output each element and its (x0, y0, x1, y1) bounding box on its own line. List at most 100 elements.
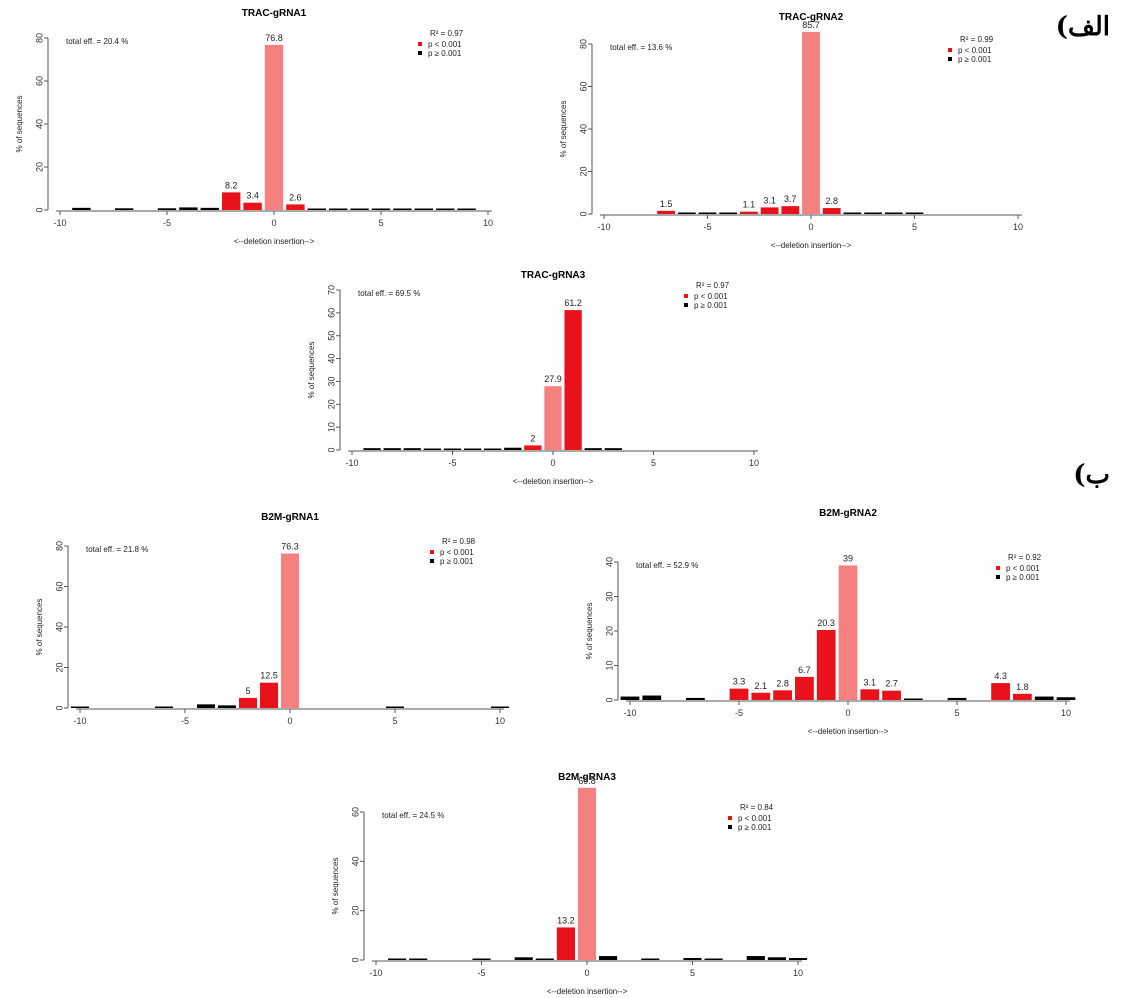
bar-16 (457, 208, 476, 210)
y-tick-label: 60 (350, 807, 360, 817)
y-tick-label: 40 (34, 119, 44, 129)
y-tick-label: 0 (604, 697, 614, 702)
y-tick-label: 50 (326, 331, 336, 341)
bar-4 (739, 211, 758, 214)
x-tick-label: 10 (793, 968, 803, 978)
y-tick-label: 80 (54, 541, 64, 551)
total-efficiency: total eff. = 24.5 % (382, 811, 444, 820)
bar-7 (264, 44, 284, 210)
bar-13 (788, 958, 808, 960)
y-tick-label: 30 (326, 376, 336, 386)
x-axis-label: <--deletion insertion--> (513, 477, 594, 486)
x-axis-label: <--deletion insertion--> (547, 987, 628, 996)
bar-3 (514, 957, 533, 960)
legend-label-nonsignificant: p ≥ 0.001 (428, 49, 462, 58)
bar-6 (577, 787, 597, 960)
bar-value-label: 3.7 (784, 194, 797, 204)
bar-10 (864, 212, 883, 214)
chart-title: B2M-gRNA3 (558, 772, 616, 783)
bar-10 (564, 310, 582, 450)
chart-svg: B2M-gRNA3 -10 -5 0 5 10 0 20 40 60 % of sequences <… (331, 772, 808, 996)
y-tick-label: 0 (54, 705, 64, 710)
x-tick-label: 0 (584, 968, 589, 978)
y-tick-label: 20 (604, 626, 614, 636)
bar-2 (157, 208, 177, 210)
bar-5 (773, 690, 792, 700)
bar-13 (991, 683, 1010, 700)
bar-6 (484, 448, 502, 450)
bar-5 (556, 927, 575, 960)
y-axis-label: % of sequences (585, 603, 594, 660)
x-tick-label: 10 (1061, 708, 1071, 718)
y-tick-label: 40 (350, 856, 360, 866)
bar-value-label: 85.7 (802, 20, 820, 30)
bar-1 (154, 706, 174, 708)
chart-title: TRAC-gRNA2 (779, 12, 844, 23)
bar-value-label: 3.3 (733, 677, 746, 687)
bar-value-label: 2.8 (776, 678, 789, 688)
bar-value-label: 2.7 (885, 679, 898, 689)
bar-value-label: 39 (843, 553, 853, 563)
legend-label-significant: p < 0.001 (958, 46, 992, 55)
bar-7 (385, 706, 405, 708)
x-tick-label: -10 (369, 968, 382, 978)
chart-trac-grna2: TRAC-gRNA2 -10 -5 0 5 10 0 20 40 60 80 % of sequenc… (548, 4, 1048, 252)
bar-value-label: 6.7 (798, 665, 811, 675)
bar-7 (599, 956, 618, 960)
legend-swatch-significant (430, 550, 434, 554)
bar-value-label: 2.1 (755, 681, 768, 691)
bar-value-label: 1.1 (743, 200, 756, 210)
x-axis-label: <--deletion insertion--> (771, 241, 852, 250)
bar-1 (677, 212, 696, 214)
legend-swatch-nonsignificant (430, 559, 434, 563)
bar-11 (746, 956, 765, 960)
total-efficiency: total eff. = 21.8 % (86, 545, 148, 554)
bar-12 (947, 697, 967, 700)
bar-16 (1056, 697, 1076, 700)
bar-0 (72, 207, 91, 210)
bar-1 (409, 958, 428, 960)
bar-12 (371, 208, 391, 210)
bar-value-label: 69.8 (578, 776, 596, 786)
bar-value-label: 76.8 (265, 33, 283, 43)
x-tick-label: 5 (651, 458, 656, 468)
chart-svg: B2M-gRNA1 -10 -5 0 5 10 0 20 40 60 80 % of sequence… (35, 512, 510, 726)
x-tick-label: 0 (287, 716, 292, 726)
legend-label-nonsignificant: p ≥ 0.001 (958, 55, 992, 64)
bar-4 (443, 448, 462, 450)
bar-14 (1013, 693, 1032, 700)
chart-svg: TRAC-gRNA1 -10 -5 0 5 10 0 20 40 60 80 % of sequenc… (15, 8, 493, 246)
x-tick-label: 0 (845, 708, 850, 718)
x-tick-label: -5 (735, 708, 743, 718)
bar-12 (604, 448, 622, 450)
bar-11 (350, 208, 369, 210)
x-tick-label: 0 (808, 222, 813, 232)
bar-9 (860, 689, 880, 700)
legend-swatch-nonsignificant (418, 51, 422, 55)
bar-8 (490, 706, 510, 708)
bar-4 (535, 958, 554, 960)
chart-svg: TRAC-gRNA3 -10 -5 0 5 10 0 10 20 30 40 50 60 70 % of s… (307, 270, 759, 486)
y-tick-label: 0 (350, 957, 360, 962)
bar-5 (221, 192, 241, 210)
x-tick-label: 0 (271, 218, 276, 228)
bar-2 (698, 212, 717, 214)
legend-swatch-significant (948, 48, 952, 52)
bar-6 (781, 206, 800, 214)
legend-swatch-nonsignificant (684, 303, 688, 307)
y-axis-label: % of sequences (35, 599, 44, 656)
y-axis-label: % of sequences (307, 342, 316, 399)
y-tick-label: 10 (604, 660, 614, 670)
r-squared: R² = 0.97 (430, 29, 464, 38)
x-tick-label: -5 (163, 218, 171, 228)
y-tick-label: 40 (604, 557, 614, 567)
chart-title: B2M-gRNA1 (261, 512, 319, 523)
legend-label-significant: p < 0.001 (428, 40, 462, 49)
x-tick-label: 5 (954, 708, 959, 718)
bar-value-label: 4.3 (994, 671, 1007, 681)
y-tick-label: 10 (326, 422, 336, 432)
bar-10 (882, 690, 901, 700)
bar-9 (843, 212, 862, 214)
legend-swatch-significant (728, 816, 732, 820)
legend-swatch-significant (684, 294, 688, 298)
